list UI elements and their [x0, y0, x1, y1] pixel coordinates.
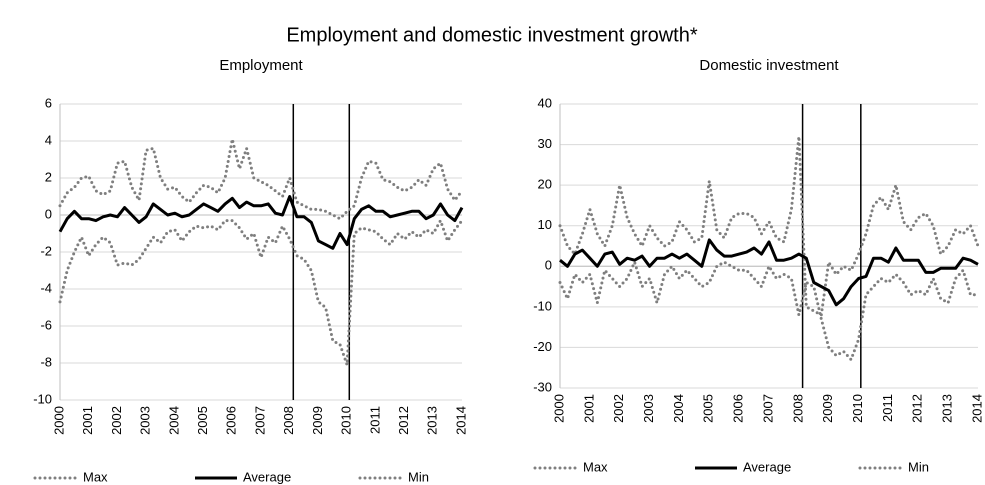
legend-label: Average	[243, 469, 291, 484]
legend-label: Max	[583, 459, 608, 474]
x-tick-label: 2009	[820, 394, 835, 423]
y-tick-label: 0	[545, 258, 552, 273]
y-tick-label: -6	[40, 317, 52, 332]
x-tick-label: 2006	[224, 406, 239, 435]
y-tick-label: 20	[538, 177, 552, 192]
x-tick-label: 2000	[551, 394, 566, 423]
y-tick-label: 30	[538, 136, 552, 151]
legend-label: Min	[908, 459, 929, 474]
x-tick-label: 2003	[641, 394, 656, 423]
legend-label: Min	[408, 469, 429, 484]
y-tick-label: -8	[40, 354, 52, 369]
x-tick-label: 2001	[581, 394, 596, 423]
subplot-title: Domestic investment	[699, 57, 839, 74]
series-line	[559, 238, 979, 307]
x-tick-label: 2004	[671, 394, 686, 423]
x-tick-label: 2002	[109, 406, 124, 435]
x-tick-label: 2011	[367, 406, 382, 434]
x-tick-label: 2009	[310, 406, 325, 435]
x-tick-label: 2011	[880, 394, 895, 422]
x-tick-label: 2004	[166, 406, 181, 435]
y-tick-label: 6	[45, 95, 52, 110]
x-tick-label: 2013	[425, 406, 440, 435]
x-tick-label: 2008	[790, 394, 805, 423]
series-line	[558, 135, 980, 317]
x-tick-label: 2005	[195, 406, 210, 435]
subplot-title: Employment	[219, 57, 303, 74]
x-tick-label: 2014	[453, 406, 468, 435]
y-tick-label: -20	[533, 339, 552, 354]
x-tick-label: 2010	[850, 394, 865, 423]
x-tick-label: 2007	[252, 406, 267, 435]
x-tick-label: 2005	[701, 394, 716, 423]
y-tick-label: -10	[33, 391, 52, 406]
y-tick-label: 2	[45, 169, 52, 184]
x-tick-label: 2002	[611, 394, 626, 423]
x-tick-label: 2012	[910, 394, 925, 423]
series-line	[58, 195, 464, 250]
y-tick-label: -2	[40, 243, 52, 258]
y-tick-label: -10	[533, 298, 552, 313]
page-title: Employment and domestic investment growt…	[286, 24, 698, 46]
x-tick-label: 2003	[138, 406, 153, 435]
series-line	[58, 219, 464, 367]
y-tick-label: 0	[45, 206, 52, 221]
x-tick-label: 2014	[969, 394, 984, 423]
x-tick-label: 2006	[731, 394, 746, 423]
y-tick-label: 10	[538, 217, 552, 232]
x-tick-label: 2000	[51, 406, 66, 435]
y-tick-label: 4	[45, 132, 52, 147]
x-tick-label: 2012	[396, 406, 411, 435]
y-tick-label: 40	[538, 95, 552, 110]
x-tick-label: 2010	[339, 406, 354, 435]
x-tick-label: 2008	[281, 406, 296, 435]
series-line	[558, 260, 980, 362]
x-tick-label: 2007	[760, 394, 775, 423]
legend-label: Average	[743, 459, 791, 474]
y-tick-label: -30	[533, 379, 552, 394]
series-line	[58, 137, 464, 221]
x-tick-label: 2013	[940, 394, 955, 423]
legend-label: Max	[83, 469, 108, 484]
y-tick-label: -4	[40, 280, 52, 295]
x-tick-label: 2001	[80, 406, 95, 435]
